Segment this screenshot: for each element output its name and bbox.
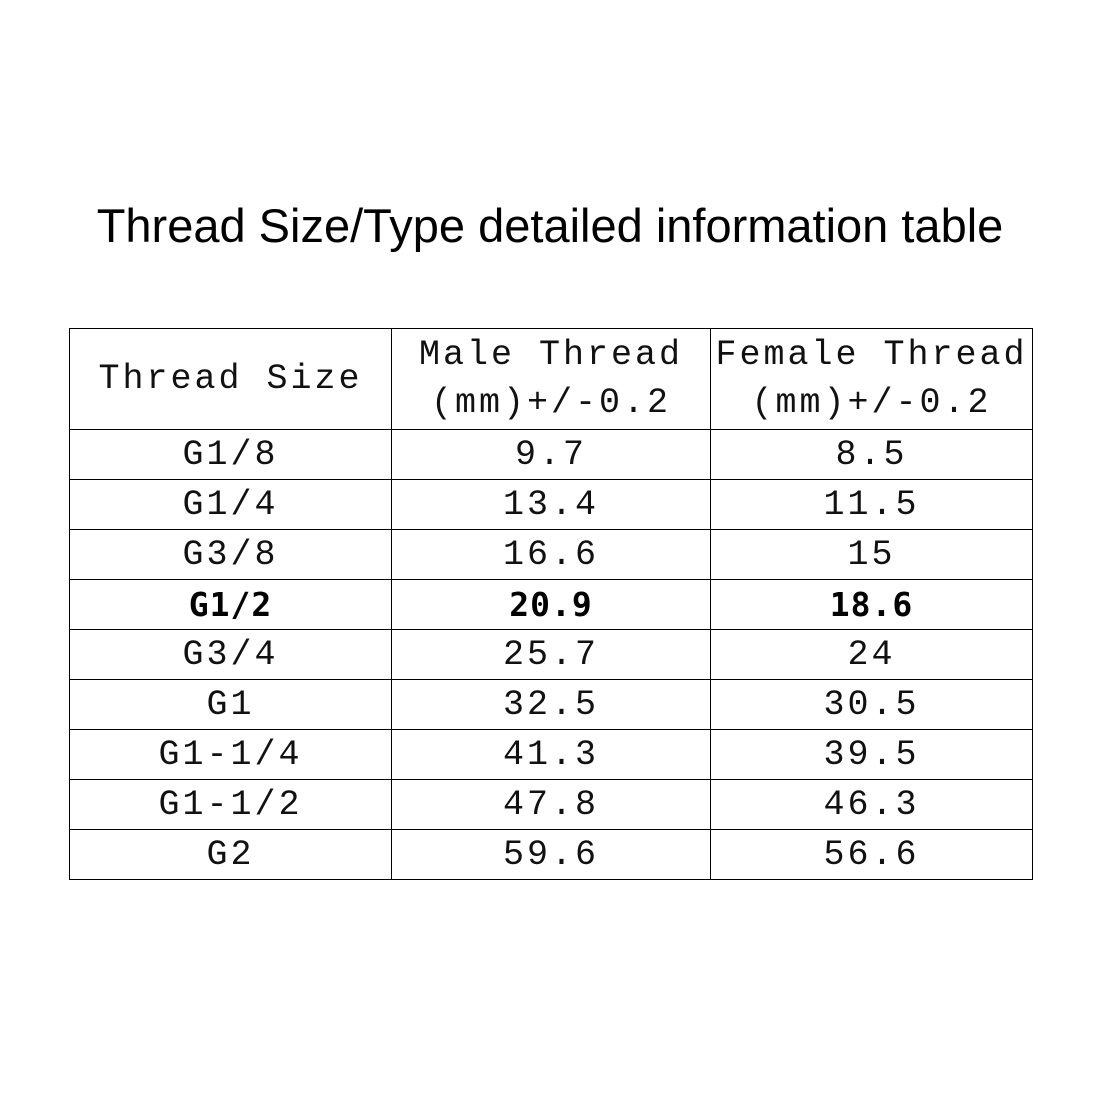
- cell-male-thread: 41.3: [391, 729, 711, 780]
- cell-male-thread: 13.4: [391, 479, 711, 530]
- cell-female-thread: 8.5: [710, 429, 1033, 480]
- table-row: G1-1/2 47.8 46.3: [69, 779, 1033, 830]
- header-label: Thread Size: [98, 359, 363, 399]
- table-header-row: Thread Size Male Thread (mm)+/-0.2 Female…: [69, 328, 1033, 430]
- cell-thread-size: G1/2: [69, 579, 392, 630]
- cell-female-thread: 56.6: [710, 829, 1033, 880]
- header-thread-size: Thread Size: [69, 328, 392, 430]
- header-label: Male Thread: [418, 335, 684, 375]
- cell-thread-size: G1: [69, 679, 392, 730]
- table-row: G1/2 20.9 18.6: [69, 579, 1033, 630]
- cell-female-thread: 18.6: [710, 579, 1033, 630]
- cell-female-thread: 15: [710, 529, 1033, 580]
- cell-female-thread: 30.5: [710, 679, 1033, 730]
- cell-male-thread: 25.7: [391, 629, 711, 680]
- cell-thread-size: G1/8: [69, 429, 392, 480]
- cell-thread-size: G2: [69, 829, 392, 880]
- table-row: G1-1/4 41.3 39.5: [69, 729, 1033, 780]
- cell-female-thread: 46.3: [710, 779, 1033, 830]
- header-unit: (mm)+/-0.2: [430, 383, 672, 423]
- cell-female-thread: 39.5: [710, 729, 1033, 780]
- cell-female-thread: 24: [710, 629, 1033, 680]
- cell-thread-size: G3/4: [69, 629, 392, 680]
- table-row: G1/8 9.7 8.5: [69, 429, 1033, 480]
- page-title: Thread Size/Type detailed information ta…: [96, 199, 1004, 252]
- thread-size-table: Thread Size Male Thread (mm)+/-0.2 Female…: [69, 328, 1033, 880]
- cell-male-thread: 20.9: [391, 579, 711, 630]
- table-row: G3/8 16.6 15: [69, 529, 1033, 580]
- cell-female-thread: 11.5: [710, 479, 1033, 530]
- table-row: G1/4 13.4 11.5: [69, 479, 1033, 530]
- header-male-thread: Male Thread (mm)+/-0.2: [391, 328, 711, 430]
- cell-thread-size: G1/4: [69, 479, 392, 530]
- header-unit: (mm)+/-0.2: [751, 383, 992, 423]
- cell-male-thread: 32.5: [391, 679, 711, 730]
- header-female-thread: Female Thread (mm)+/-0.2: [710, 328, 1033, 430]
- cell-thread-size: G1-1/4: [69, 729, 392, 780]
- cell-male-thread: 9.7: [391, 429, 711, 480]
- table-row: G1 32.5 30.5: [69, 679, 1033, 730]
- table-row: G3/4 25.7 24: [69, 629, 1033, 680]
- cell-male-thread: 16.6: [391, 529, 711, 580]
- header-label: Female Thread: [715, 335, 1028, 375]
- cell-male-thread: 59.6: [391, 829, 711, 880]
- table-row: G2 59.6 56.6: [69, 829, 1033, 880]
- cell-thread-size: G3/8: [69, 529, 392, 580]
- cell-thread-size: G1-1/2: [69, 779, 392, 830]
- cell-male-thread: 47.8: [391, 779, 711, 830]
